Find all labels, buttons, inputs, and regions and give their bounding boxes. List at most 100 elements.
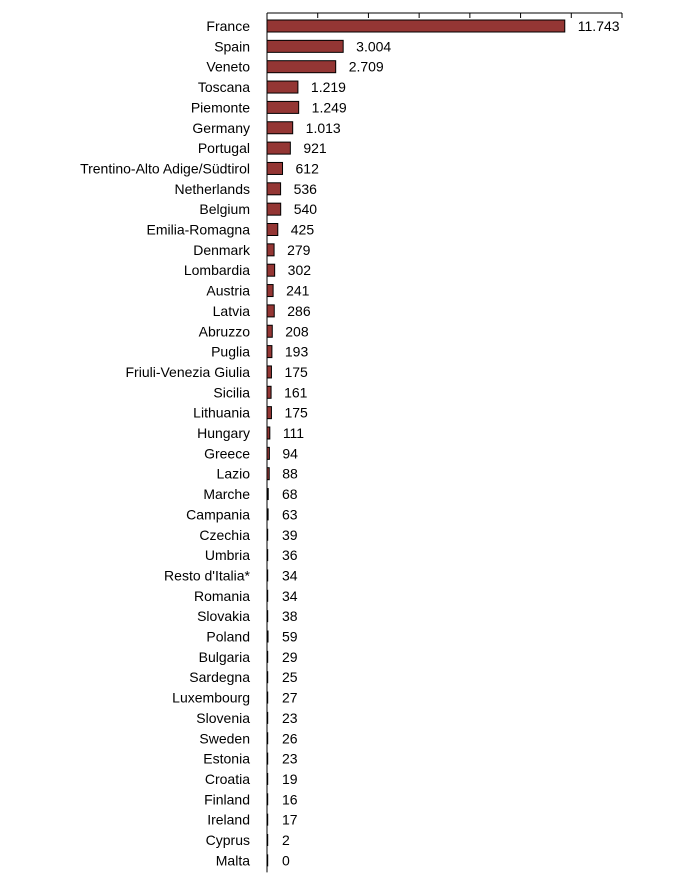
bar <box>267 488 269 501</box>
value-label: 175 <box>284 364 308 380</box>
category-label: Latvia <box>213 303 251 319</box>
value-label: 39 <box>282 527 298 543</box>
value-label: 175 <box>284 405 308 421</box>
bar <box>266 202 282 216</box>
value-label: 208 <box>285 323 309 339</box>
category-label: Luxembourg <box>172 690 250 706</box>
value-label: 17 <box>282 812 298 828</box>
bar <box>267 671 269 684</box>
category-label: France <box>206 18 250 34</box>
category-label: Slovakia <box>197 608 250 624</box>
bar <box>266 324 273 338</box>
category-label: Netherlands <box>175 181 251 197</box>
category-label: Belgium <box>199 201 250 217</box>
value-label: 29 <box>282 649 298 665</box>
value-label: 1.249 <box>312 99 347 115</box>
bar <box>266 161 284 175</box>
value-label: 88 <box>282 466 298 482</box>
value-label: 3.004 <box>356 38 391 54</box>
category-label: Sweden <box>199 730 250 746</box>
category-label: Sicilia <box>213 384 250 400</box>
bar <box>266 182 282 196</box>
value-label: 38 <box>282 608 298 624</box>
value-label: 11.743 <box>578 18 620 34</box>
bar <box>267 793 269 806</box>
value-label: 59 <box>282 629 298 645</box>
category-label: Croatia <box>205 771 250 787</box>
category-label: Piemonte <box>191 99 250 115</box>
bar <box>266 426 271 440</box>
category-label: Umbria <box>205 547 250 563</box>
bar <box>266 19 566 33</box>
bar <box>267 854 269 867</box>
bar <box>267 813 269 826</box>
bar <box>267 772 269 785</box>
category-label: Trentino-Alto Adige/Südtirol <box>80 160 250 176</box>
bar <box>267 610 269 623</box>
value-label: 540 <box>294 201 318 217</box>
value-label: 23 <box>282 751 298 767</box>
value-label: 23 <box>282 710 298 726</box>
category-label: Campania <box>186 506 250 522</box>
bar <box>266 406 272 420</box>
value-label: 2 <box>282 832 290 848</box>
bar <box>266 60 337 74</box>
value-label: 16 <box>282 791 298 807</box>
value-label: 612 <box>296 160 320 176</box>
bar <box>266 446 270 460</box>
bar <box>266 141 291 155</box>
value-label: 27 <box>282 690 298 706</box>
bar <box>266 39 344 53</box>
category-label: Ireland <box>207 812 250 828</box>
bar <box>267 549 269 562</box>
category-label: Estonia <box>203 751 250 767</box>
bar <box>267 691 269 704</box>
value-label: 34 <box>282 588 298 604</box>
value-label: 25 <box>282 669 298 685</box>
category-label: Spain <box>214 38 250 54</box>
category-label: Hungary <box>197 425 250 441</box>
bar <box>266 223 279 236</box>
category-label: Lazio <box>217 466 251 482</box>
bar <box>267 650 269 663</box>
category-label: Poland <box>206 629 250 645</box>
category-label: Denmark <box>193 242 251 258</box>
bar <box>266 385 272 399</box>
value-label: 36 <box>282 547 298 563</box>
value-label: 0 <box>282 852 290 868</box>
bar <box>267 752 269 765</box>
category-label: Finland <box>204 791 250 807</box>
bar <box>266 365 272 379</box>
bar <box>266 304 275 318</box>
category-label: Toscana <box>198 79 250 95</box>
value-label: 536 <box>294 181 318 197</box>
category-label: Abruzzo <box>199 323 251 339</box>
category-label: Friuli-Venezia Giulia <box>126 364 251 380</box>
category-label: Emilia-Romagna <box>147 222 251 238</box>
value-label: 2.709 <box>349 59 384 75</box>
bar <box>266 243 275 257</box>
value-label: 1.219 <box>311 79 346 95</box>
category-label: Czechia <box>199 527 250 543</box>
value-label: 94 <box>282 445 298 461</box>
value-label: 921 <box>303 140 327 156</box>
bar <box>267 589 269 602</box>
category-label: Lombardia <box>184 262 250 278</box>
value-label: 241 <box>286 283 310 299</box>
bar <box>267 630 269 643</box>
category-label: Portugal <box>198 140 250 156</box>
value-label: 302 <box>288 262 312 278</box>
value-label: 19 <box>282 771 298 787</box>
category-label: Resto d'Italia* <box>164 567 250 583</box>
category-label: Malta <box>216 852 250 868</box>
value-label: 34 <box>282 567 298 583</box>
bar <box>266 263 276 277</box>
category-label: Veneto <box>206 59 250 75</box>
bar <box>267 732 269 745</box>
category-label: Romania <box>194 588 250 604</box>
value-label: 26 <box>282 730 298 746</box>
category-label: Puglia <box>211 344 250 360</box>
value-label: 425 <box>291 222 315 238</box>
